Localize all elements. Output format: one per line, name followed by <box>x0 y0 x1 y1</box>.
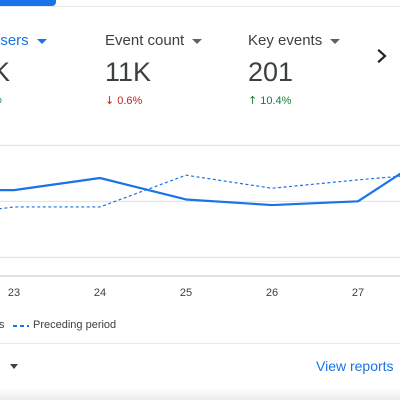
x-tick-label: 23 <box>8 287 20 299</box>
metric-tab-event-count[interactable]: Event count 11K ↓ 0.6% <box>105 30 203 107</box>
card-bottom-shadow <box>0 388 400 400</box>
top-divider <box>0 6 400 7</box>
caret-down-icon <box>330 38 341 44</box>
metric-label: Event count <box>105 31 185 49</box>
metric-value: 201 <box>248 57 294 87</box>
line-chart: 23 24 25 26 27 <box>0 144 400 299</box>
x-tick-label: 27 <box>352 287 364 299</box>
legend-entry-preceding-period: Preceding period <box>33 319 117 331</box>
view-reports-link[interactable]: View reports <box>316 358 394 374</box>
chevron-right-icon <box>377 49 387 63</box>
legend-entry-current: s <box>0 319 5 331</box>
metric-change: ↑ 10.4% <box>248 94 340 107</box>
legend-dashed-swatch <box>13 325 29 327</box>
footer-divider <box>0 343 400 344</box>
metric-change: % <box>0 94 47 106</box>
x-tick-label: 26 <box>266 287 278 299</box>
metric-value: K <box>0 57 11 87</box>
arrow-down-icon: ↓ <box>105 94 115 107</box>
metric-value: 11K <box>105 57 152 87</box>
metric-change-value: 10.4% <box>260 94 292 107</box>
metric-label: users <box>0 31 29 49</box>
metric-change: ↓ 0.6% <box>105 94 202 107</box>
caret-down-icon <box>36 38 47 44</box>
chart-legend: s Preceding period <box>0 316 400 336</box>
metric-label: Key events <box>248 31 323 49</box>
series-line-current <box>0 172 400 207</box>
caret-down-icon[interactable] <box>10 364 18 369</box>
x-tick-label: 25 <box>180 287 192 299</box>
metric-tab-key-events[interactable]: Key events 201 ↑ 10.4% <box>248 30 341 107</box>
x-tick-label: 24 <box>94 287 106 299</box>
series-line-preceding-period <box>0 174 400 210</box>
next-metrics-button[interactable] <box>370 44 394 68</box>
metric-change-value: % <box>0 94 2 106</box>
caret-down-icon <box>192 38 203 44</box>
metric-tab-users[interactable]: users K % <box>0 30 47 106</box>
arrow-up-icon: ↑ <box>248 94 258 107</box>
active-metric-indicator <box>0 0 56 6</box>
metric-change-value: 0.6% <box>117 94 143 107</box>
